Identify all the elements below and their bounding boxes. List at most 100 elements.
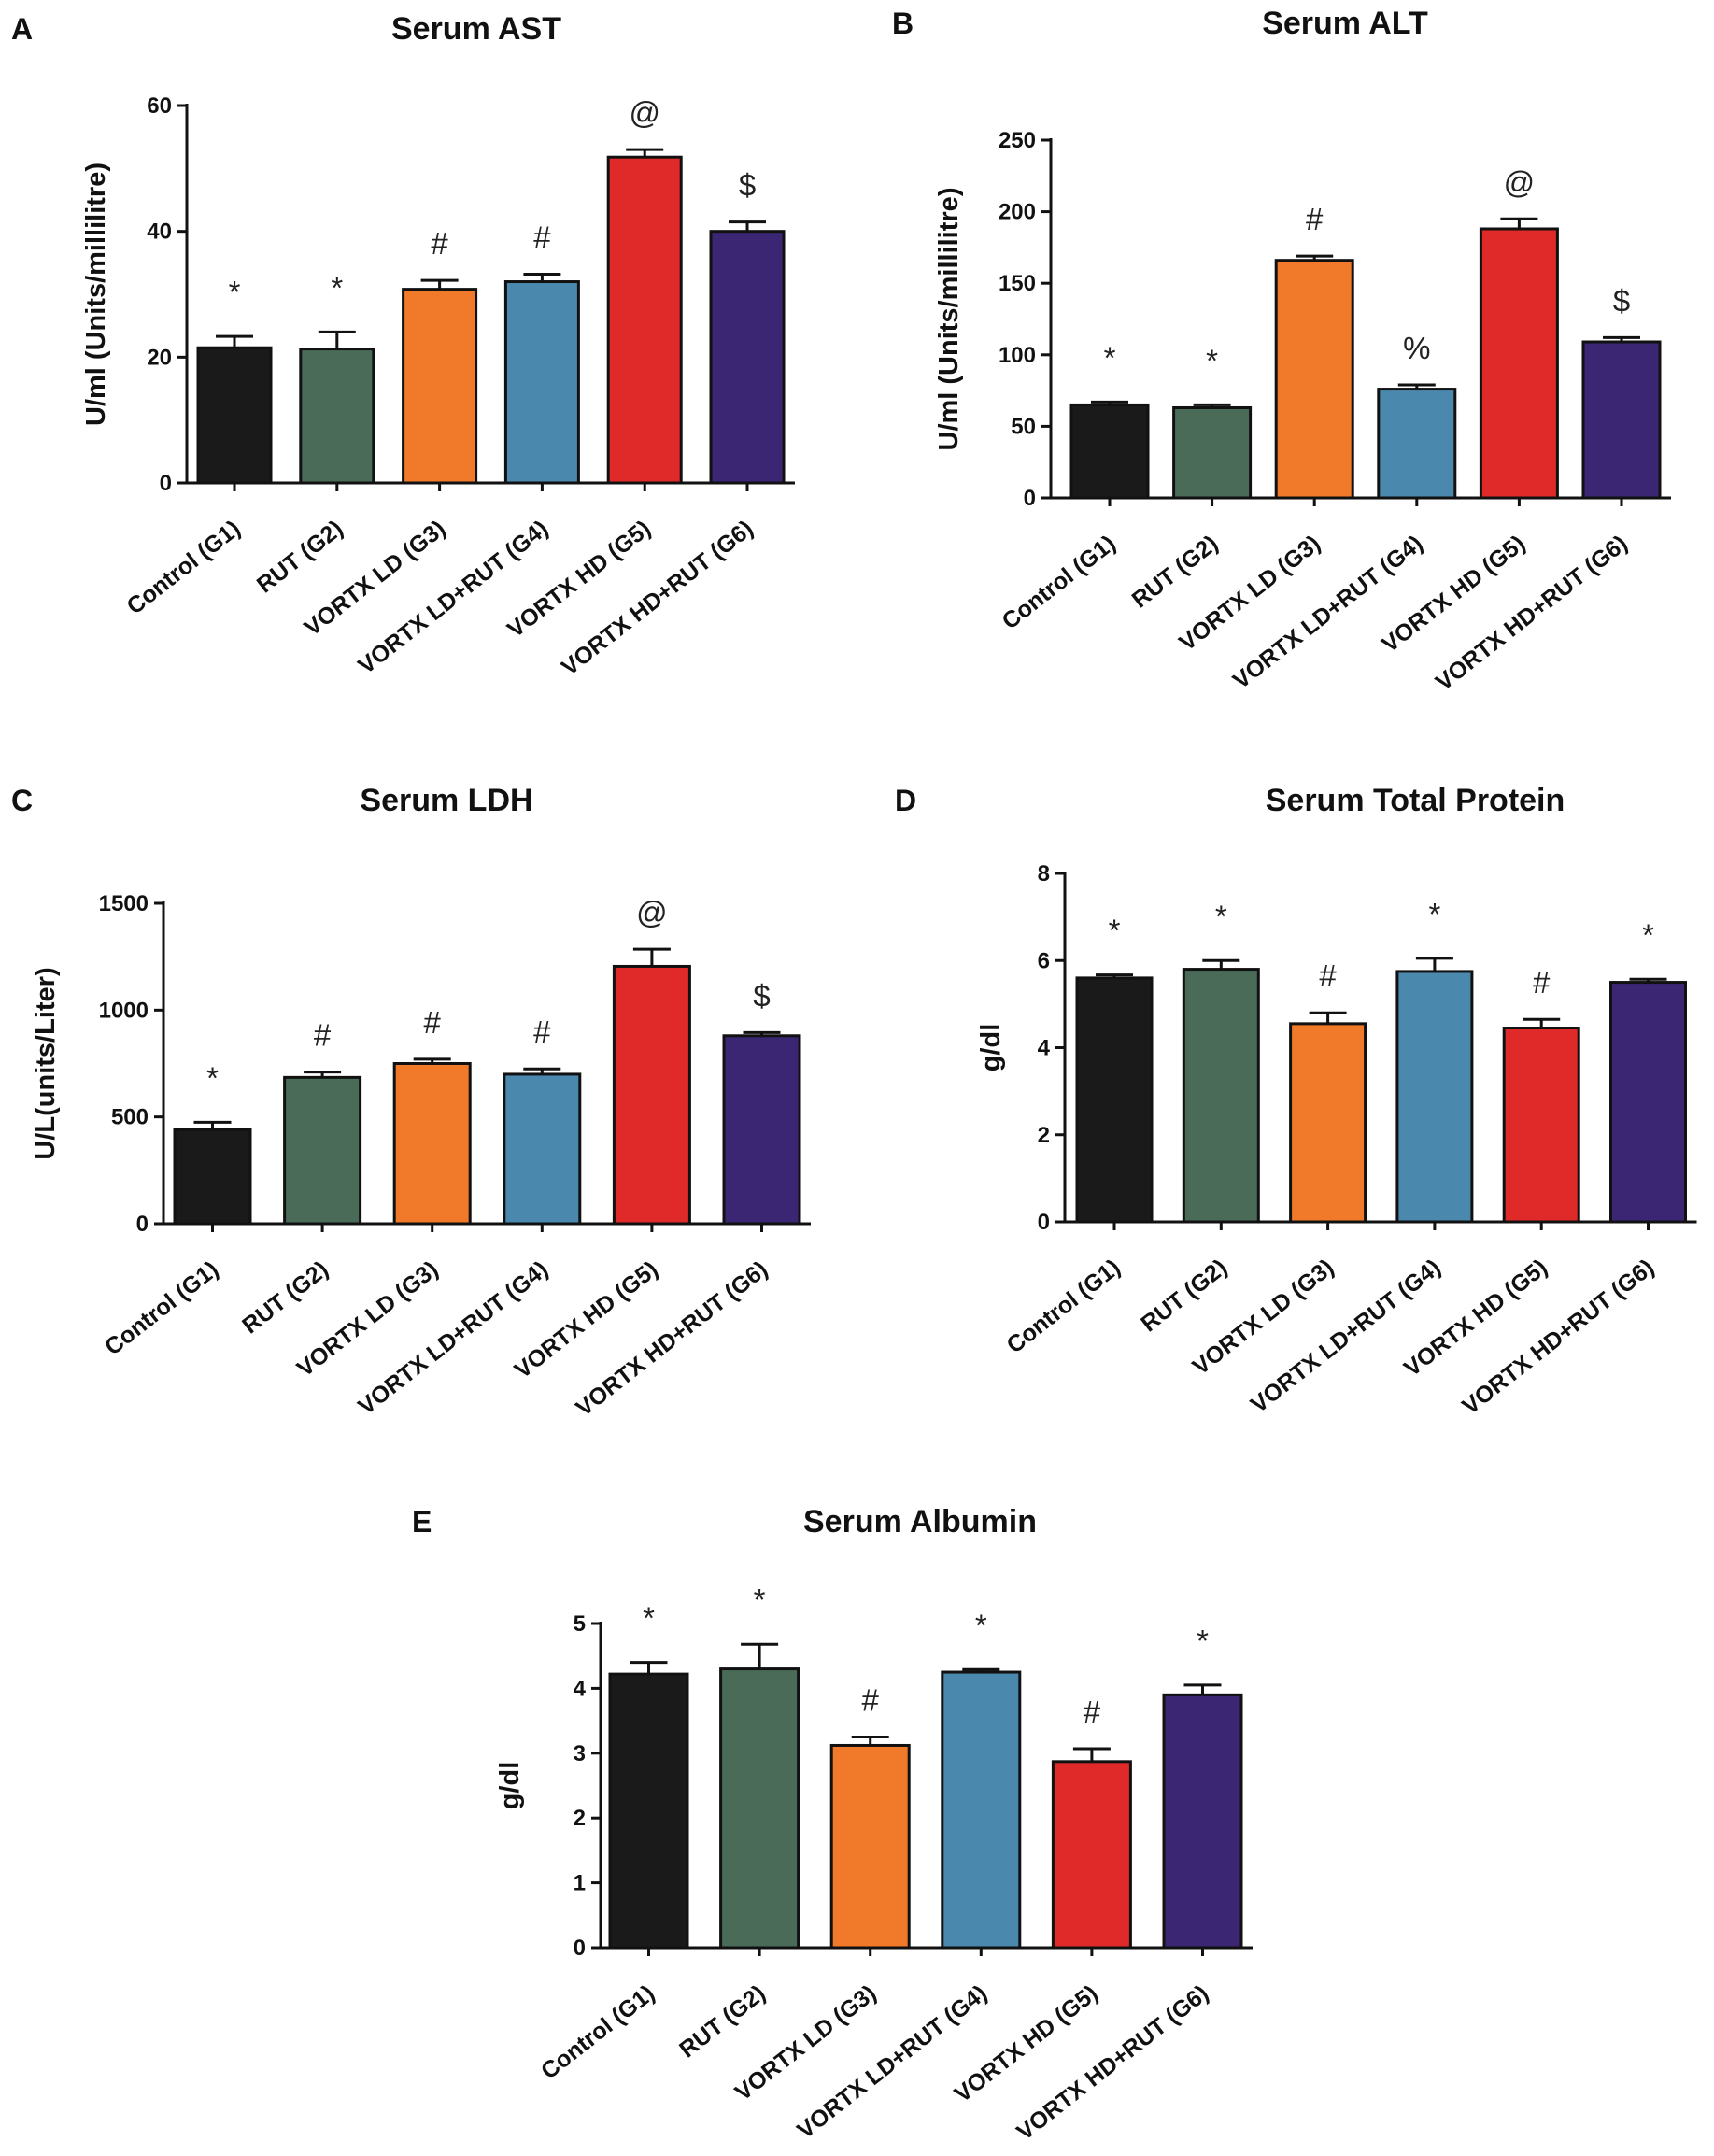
bar	[719, 1667, 800, 1950]
bar	[1182, 968, 1260, 1224]
significance-marker: %	[1403, 331, 1430, 365]
y-tick-label: 0	[160, 471, 172, 496]
bar	[283, 1075, 362, 1226]
y-tick-label: 5	[574, 1611, 586, 1637]
significance-marker: *	[331, 270, 343, 305]
category-label: VORTX LD+RUT (G4)	[353, 516, 553, 680]
y-tick-label: 0	[574, 1936, 586, 1961]
category-label: RUT (G2)	[674, 1980, 771, 2064]
bar	[1581, 340, 1662, 500]
panel-letter: A	[11, 12, 33, 46]
bar	[196, 346, 273, 485]
chart-title: Serum Total Protein	[1266, 783, 1565, 818]
bar	[173, 1128, 252, 1226]
category-label: VORTX HD+RUT (G6)	[571, 1256, 772, 1422]
significance-marker: #	[424, 1005, 442, 1040]
category-label: VORTX HD+RUT (G6)	[557, 516, 758, 681]
significance-marker: *	[754, 1582, 766, 1617]
y-tick-label: 1000	[99, 998, 149, 1023]
panel-c: C Serum LDH U/L(units/Liter) 0 500 1000 1500 * C…	[11, 783, 811, 1422]
significance-marker: *	[1197, 1624, 1209, 1658]
category-label: VORTX LD+RUT (G4)	[792, 1980, 992, 2145]
chart-title: Serum LDH	[360, 783, 532, 818]
panel-letter: E	[412, 1505, 432, 1539]
category-label: Control (G1)	[1002, 1255, 1126, 1359]
bar	[612, 964, 691, 1226]
significance-marker: #	[1084, 1695, 1101, 1729]
bar	[1479, 227, 1559, 500]
significance-marker: #	[533, 1014, 551, 1049]
significance-marker: *	[1215, 899, 1227, 933]
significance-marker: *	[206, 1060, 219, 1095]
significance-marker: #	[1533, 965, 1551, 1000]
category-label: Control (G1)	[536, 1980, 659, 2085]
y-axis-label: g/dl	[495, 1762, 525, 1810]
bar	[503, 280, 580, 485]
y-axis-label: g/dl	[976, 1024, 1006, 1072]
category-label: Control (G1)	[100, 1256, 223, 1361]
significance-marker: @	[1504, 164, 1536, 199]
panel-letter: C	[11, 784, 33, 817]
y-tick-label: 8	[1038, 861, 1050, 887]
panel-letter: D	[895, 784, 916, 817]
significance-marker: *	[1642, 917, 1654, 952]
significance-marker: $	[753, 978, 770, 1013]
y-tick-label: 4	[1038, 1036, 1051, 1061]
significance-marker: @	[636, 895, 668, 929]
bar	[1289, 1022, 1367, 1224]
y-tick-label: 1	[574, 1871, 586, 1896]
panel-e: E Serum Albumin g/dl 0 1 2 3 4 5 * Control (G1) * RU…	[412, 1504, 1253, 2146]
bar	[1075, 976, 1154, 1224]
significance-marker: *	[1104, 340, 1116, 375]
bar	[392, 1062, 472, 1226]
category-label: RUT (G2)	[1136, 1255, 1232, 1338]
y-tick-label: 100	[999, 343, 1036, 368]
bar	[941, 1670, 1022, 1950]
y-tick-label: 2	[574, 1806, 586, 1831]
bar	[1395, 970, 1474, 1224]
category-label: VORTX HD+RUT (G6)	[1012, 1980, 1213, 2146]
y-tick-label: 4	[574, 1676, 587, 1701]
bar	[1162, 1693, 1243, 1950]
category-label: VORTX HD+RUT (G6)	[1431, 531, 1633, 696]
y-tick-label: 150	[999, 271, 1036, 296]
panel-d: D Serum Total Protein g/dl 0 2 4 6 8 * Control (G…	[895, 783, 1697, 1420]
bar	[503, 1072, 582, 1226]
panel-letter: B	[892, 7, 914, 40]
category-label: VORTX LD+RUT (G4)	[353, 1256, 553, 1421]
y-tick-label: 500	[111, 1105, 149, 1130]
significance-marker: *	[1206, 343, 1218, 377]
bar	[709, 230, 786, 485]
bar	[1609, 981, 1687, 1224]
y-axis-label: U/L(units/Liter)	[31, 967, 61, 1159]
bar	[402, 288, 478, 485]
category-label: Control (G1)	[998, 531, 1121, 635]
significance-marker: *	[975, 1608, 987, 1642]
significance-marker: #	[862, 1682, 880, 1717]
bar	[608, 1672, 689, 1950]
panel-b: B Serum ALT U/ml (Units/millilitre) 0 50 100 1…	[892, 6, 1671, 696]
category-label: RUT (G2)	[252, 516, 348, 599]
chart-title: Serum AST	[391, 11, 561, 47]
category-label: VORTX HD+RUT (G6)	[1457, 1255, 1659, 1420]
bar	[1051, 1760, 1132, 1950]
y-tick-label: 200	[999, 200, 1036, 225]
category-label: RUT (G2)	[1127, 531, 1224, 614]
y-tick-label: 6	[1038, 948, 1050, 973]
bar	[1377, 388, 1457, 500]
significance-marker: #	[1319, 958, 1337, 993]
y-axis-label: U/ml (Units/millilitre)	[934, 188, 964, 451]
significance-marker: @	[629, 95, 660, 130]
category-label: Control (G1)	[122, 516, 246, 620]
significance-marker: *	[229, 275, 241, 309]
y-tick-label: 20	[147, 345, 172, 370]
y-tick-label: 60	[147, 93, 172, 119]
y-tick-label: 50	[1011, 414, 1036, 439]
y-tick-label: 0	[1024, 486, 1036, 511]
chart-title: Serum ALT	[1262, 6, 1428, 41]
significance-marker: *	[1109, 914, 1121, 948]
bar	[1069, 403, 1150, 500]
bar	[829, 1743, 911, 1950]
significance-marker: *	[1428, 897, 1440, 931]
